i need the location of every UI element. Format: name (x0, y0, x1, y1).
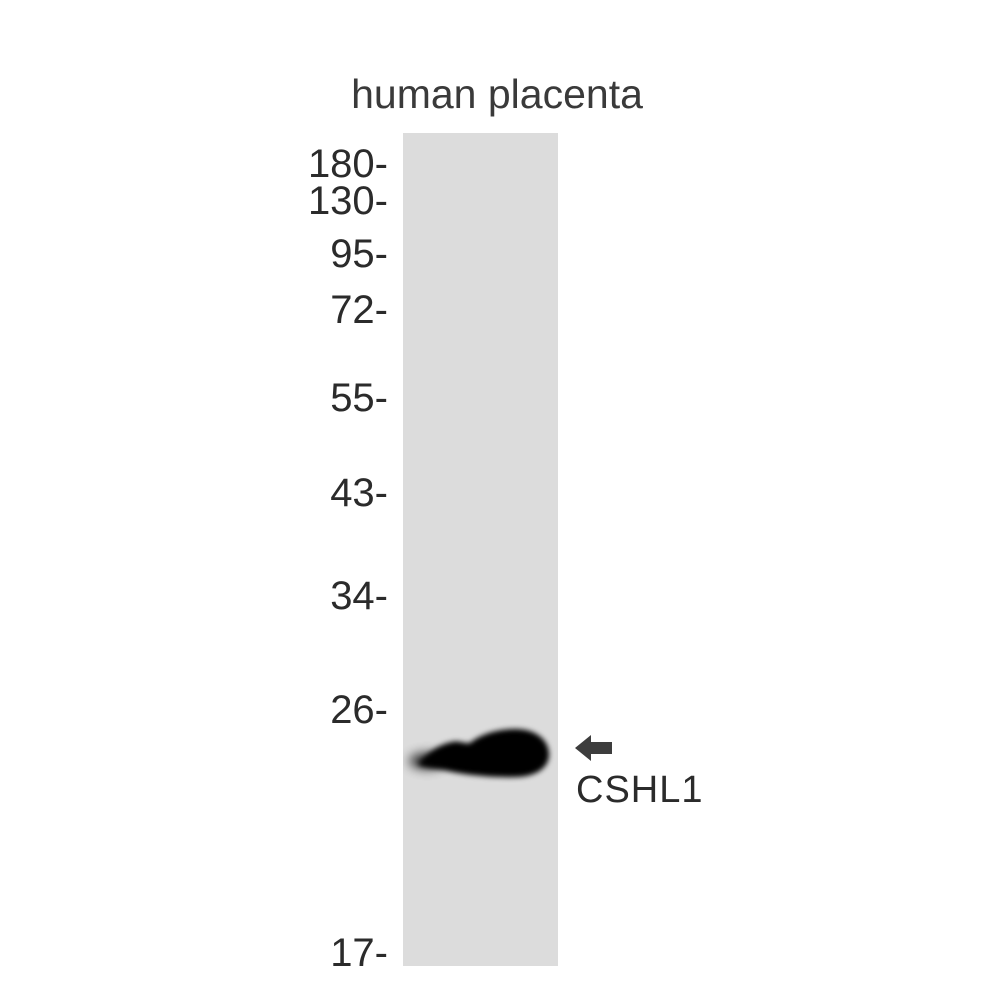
protein-band (409, 729, 550, 778)
mw-marker-26: 26- (330, 688, 388, 732)
mw-marker-34: 34- (330, 574, 388, 618)
left-arrow-icon (575, 735, 612, 761)
mw-marker-95: 95- (330, 232, 388, 276)
mw-marker-55: 55- (330, 376, 388, 420)
band-label: CSHL1 (576, 769, 704, 811)
mw-marker-180: 180- (307, 142, 388, 186)
mw-marker-130: 130- (307, 179, 388, 223)
band-shape (418, 729, 550, 778)
gel-lane (403, 133, 558, 966)
mw-marker-17: 17- (330, 931, 388, 975)
sample-title: human placenta (351, 71, 643, 117)
mw-marker-72: 72- (330, 288, 388, 332)
mw-marker-43: 43- (330, 471, 388, 515)
